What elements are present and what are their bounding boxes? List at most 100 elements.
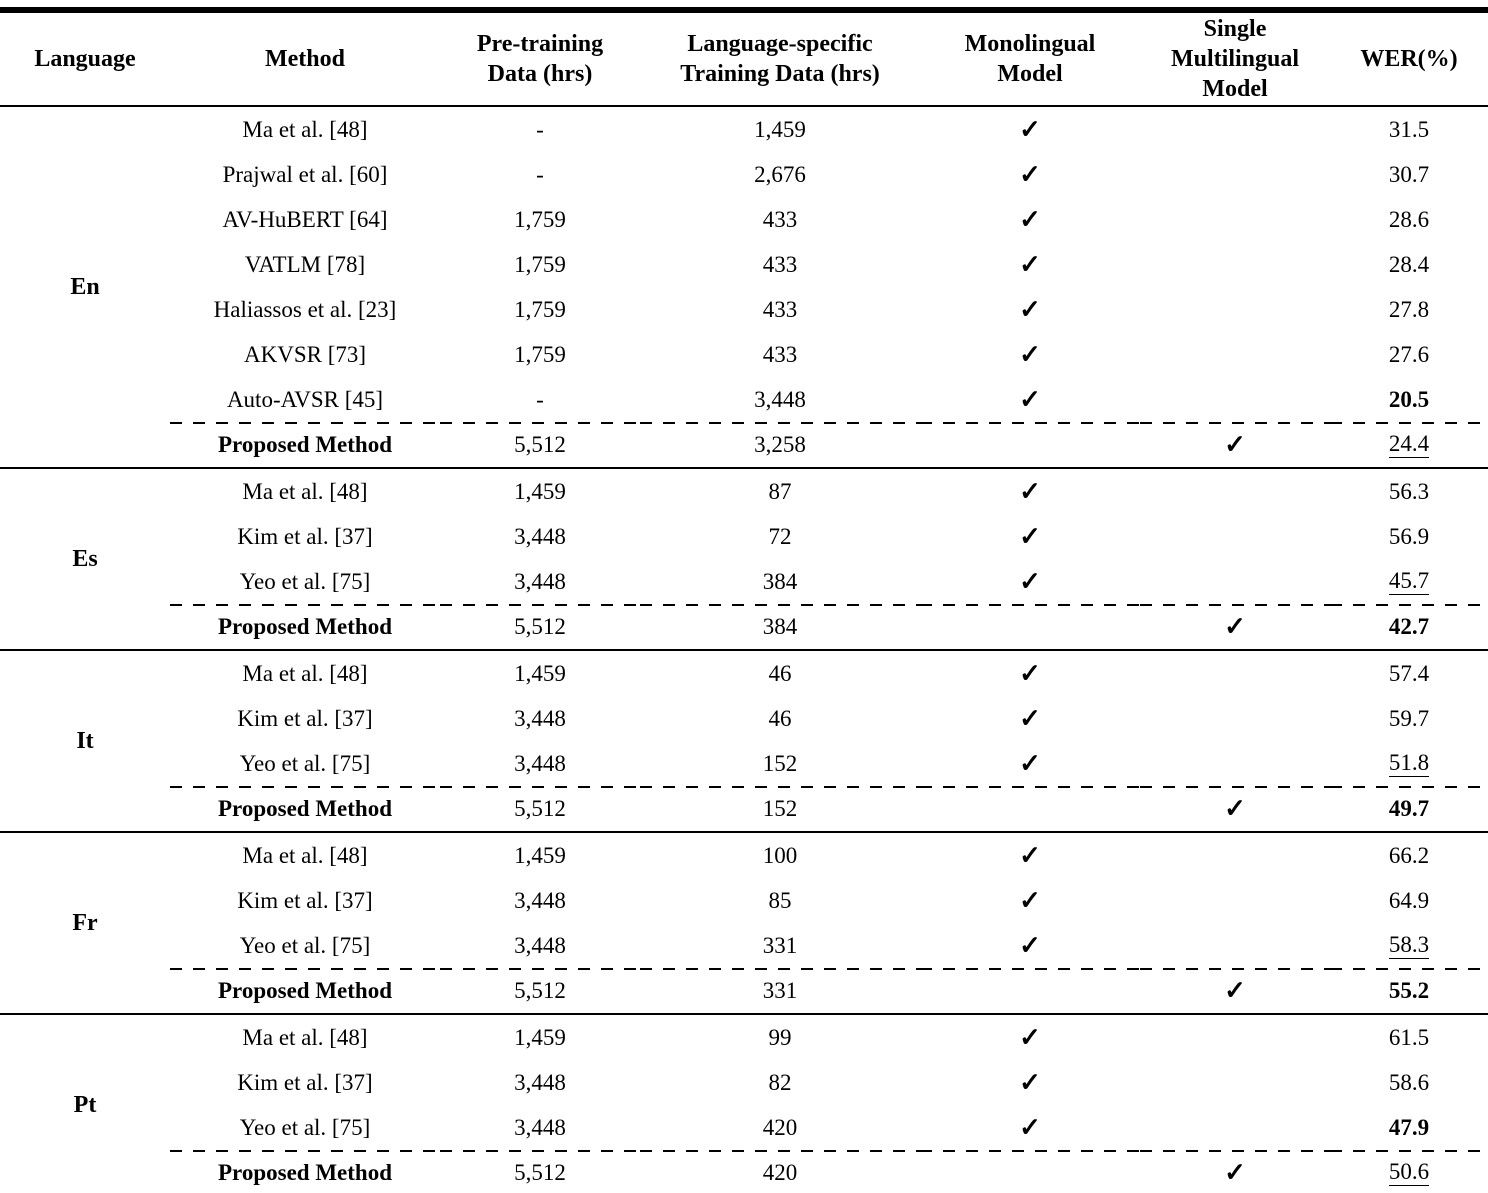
table-row: AKVSR [73] 1,759 433 ✓ 27.6: [0, 332, 1488, 377]
table-row: Es Ma et al. [48] 1,459 87 ✓ 56.3: [0, 468, 1488, 651]
header-monolingual-model: Monolingual Model: [920, 10, 1140, 107]
wer-cell: 45.7: [1330, 559, 1488, 604]
table-row: Proposed Method 5,512 384 ✓ 42.7: [0, 604, 1488, 651]
wer-cell: 28.4: [1330, 242, 1488, 287]
multilingual-check-cell: [1140, 832, 1330, 878]
method-cell: Ma et al. [48]: [242, 116, 368, 142]
method-cell: Proposed Method: [170, 1150, 440, 1193]
training-data-cell: 2,676: [754, 161, 806, 187]
wer-cell: 66.2: [1330, 832, 1488, 878]
multilingual-check-cell: [1140, 106, 1330, 152]
multilingual-check-cell: [1140, 696, 1330, 741]
language-cell: Pt: [73, 1091, 97, 1118]
wer-cell: 27.8: [1330, 287, 1488, 332]
wer-cell: 27.6: [1330, 332, 1488, 377]
wer-value: 47.9: [1388, 1114, 1430, 1140]
monolingual-check-cell: ✓: [1019, 1067, 1041, 1097]
wer-cell: 56.3: [1330, 468, 1488, 514]
pretraining-data-cell: 5,512: [440, 604, 640, 651]
method-cell: Yeo et al. [75]: [239, 568, 371, 594]
header-method: Method: [170, 10, 440, 107]
multilingual-check-cell: [1140, 1105, 1330, 1150]
pretraining-data-cell: 3,448: [514, 1114, 566, 1140]
training-data-cell: 420: [640, 1150, 920, 1193]
wer-value: 50.6: [1388, 1159, 1430, 1187]
wer-value: 58.3: [1388, 932, 1430, 960]
pretraining-data-cell: 3,448: [514, 1069, 566, 1095]
wer-value: 28.6: [1388, 206, 1430, 232]
training-data-cell: 433: [762, 206, 798, 232]
monolingual-check-cell: ✓: [1019, 384, 1041, 414]
multilingual-check-cell: ✓: [1140, 604, 1330, 651]
wer-value: 58.6: [1388, 1069, 1430, 1095]
wer-cell: 42.7: [1330, 604, 1488, 651]
wer-value: 61.5: [1388, 1024, 1430, 1050]
pretraining-data-cell: 3,448: [514, 750, 566, 776]
method-cell: Ma et al. [48]: [242, 842, 368, 868]
monolingual-check-cell: ✓: [1019, 521, 1041, 551]
training-data-cell: 72: [768, 523, 792, 549]
multilingual-check-cell: [1140, 650, 1330, 696]
method-cell: Kim et al. [37]: [237, 523, 373, 549]
table-row: Yeo et al. [75] 3,448 384 ✓ 45.7: [0, 559, 1488, 604]
multilingual-check-cell: [1140, 242, 1330, 287]
multilingual-check-cell: [1140, 468, 1330, 514]
monolingual-check-cell: ✓: [1019, 1112, 1041, 1142]
monolingual-check-cell: [920, 1150, 1140, 1193]
language-cell: It: [0, 650, 170, 833]
wer-cell: 28.6: [1330, 197, 1488, 242]
table-row: Yeo et al. [75] 3,448 331 ✓ 58.3: [0, 923, 1488, 968]
training-data-cell: 85: [768, 887, 792, 913]
header-row: Language Method Pre-training Data (hrs) …: [0, 10, 1488, 107]
language-cell: Fr: [0, 832, 170, 1015]
table-row: It Ma et al. [48] 1,459 46 ✓ 57.4: [0, 650, 1488, 833]
wer-cell: 64.9: [1330, 878, 1488, 923]
method-cell: Ma et al. [48]: [242, 1024, 368, 1050]
method-cell: Auto-AVSR [45]: [226, 386, 384, 412]
method-cell: Proposed Method: [170, 786, 440, 833]
wer-cell: 61.5: [1330, 1014, 1488, 1060]
training-data-cell: 433: [762, 296, 798, 322]
training-data-cell: 331: [762, 932, 798, 958]
wer-cell: 30.7: [1330, 152, 1488, 197]
wer-value: 56.9: [1388, 523, 1430, 549]
header-language: Language: [0, 10, 170, 107]
monolingual-check-cell: ✓: [1019, 703, 1041, 733]
monolingual-check-cell: ✓: [1019, 566, 1041, 596]
multilingual-check-cell: [1140, 152, 1330, 197]
multilingual-check-cell: [1140, 197, 1330, 242]
wer-cell: 55.2: [1330, 968, 1488, 1015]
method-cell: Kim et al. [37]: [237, 887, 373, 913]
multilingual-check-cell: [1140, 287, 1330, 332]
pretraining-data-cell: 1,759: [514, 296, 566, 322]
monolingual-check-cell: ✓: [1019, 885, 1041, 915]
wer-value: 28.4: [1388, 251, 1430, 277]
wer-value: 27.6: [1388, 341, 1430, 367]
pretraining-data-cell: 3,448: [514, 887, 566, 913]
wer-value: 49.7: [1388, 795, 1430, 821]
pretraining-data-cell: 3,448: [514, 932, 566, 958]
language-cell: Es: [0, 468, 170, 651]
monolingual-check-cell: ✓: [1019, 840, 1041, 870]
training-data-cell: 46: [768, 660, 792, 686]
table-row: Proposed Method 5,512 152 ✓ 49.7: [0, 786, 1488, 833]
wer-cell: 47.9: [1330, 1105, 1488, 1150]
method-cell: Yeo et al. [75]: [239, 1114, 371, 1140]
table-row: AV-HuBERT [64] 1,759 433 ✓ 28.6: [0, 197, 1488, 242]
wer-value: 31.5: [1388, 116, 1430, 142]
training-data-cell: 433: [762, 251, 798, 277]
multilingual-check-cell: ✓: [1140, 786, 1330, 833]
training-data-cell: 1,459: [754, 116, 806, 142]
multilingual-check-cell: [1140, 741, 1330, 786]
monolingual-check-cell: ✓: [1019, 114, 1041, 144]
pretraining-data-cell: -: [536, 116, 544, 142]
monolingual-check-cell: [920, 968, 1140, 1015]
wer-value: 59.7: [1388, 705, 1430, 731]
multilingual-check-cell: ✓: [1140, 1150, 1330, 1193]
training-data-cell: 46: [768, 705, 792, 731]
method-cell: Proposed Method: [170, 968, 440, 1015]
multilingual-check-cell: [1140, 332, 1330, 377]
multilingual-check-cell: [1140, 1014, 1330, 1060]
multilingual-check-cell: ✓: [1140, 968, 1330, 1015]
